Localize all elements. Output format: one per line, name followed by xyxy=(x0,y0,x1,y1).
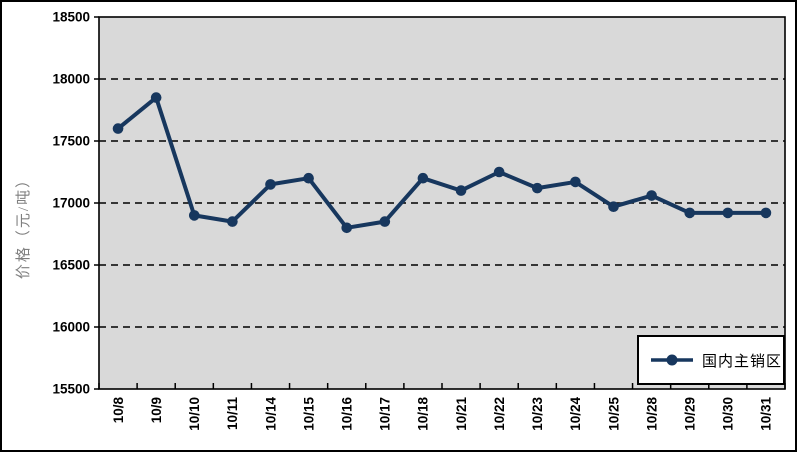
y-tick-label-16000: 16000 xyxy=(52,320,90,335)
data-point-10/21 xyxy=(455,185,467,196)
legend-label: 国内主销区 xyxy=(702,353,783,370)
x-tick-label-10/21: 10/21 xyxy=(454,397,469,431)
x-tick-label-10/30: 10/30 xyxy=(721,397,736,431)
legend: 国内主销区 xyxy=(637,335,785,385)
x-tick-label-10/28: 10/28 xyxy=(644,397,659,431)
legend-line-marker-icon xyxy=(651,354,693,366)
data-point-10/8 xyxy=(112,123,124,134)
data-point-10/16 xyxy=(341,222,353,234)
x-tick-label-10/22: 10/22 xyxy=(492,397,507,431)
x-tick-label-10/11: 10/11 xyxy=(225,397,240,431)
x-tick-label-10/18: 10/18 xyxy=(416,397,431,431)
x-tick-label-10/23: 10/23 xyxy=(530,397,545,431)
x-tick-label-10/14: 10/14 xyxy=(263,397,278,431)
x-tick-label-10/9: 10/9 xyxy=(149,397,164,423)
y-tick-label-18000: 18000 xyxy=(52,72,90,87)
data-point-10/25 xyxy=(608,201,619,213)
data-point-10/24 xyxy=(570,176,581,188)
data-point-10/30 xyxy=(722,207,734,219)
x-tick-label-10/15: 10/15 xyxy=(301,397,316,431)
y-tick-label-17000: 17000 xyxy=(52,196,90,211)
x-tick-label-10/17: 10/17 xyxy=(378,397,393,431)
data-point-10/23 xyxy=(531,182,543,194)
data-point-10/15 xyxy=(303,172,314,184)
x-tick-label-10/24: 10/24 xyxy=(568,397,583,431)
data-point-10/22 xyxy=(493,166,505,178)
data-point-10/29 xyxy=(684,207,696,219)
data-point-10/10 xyxy=(188,210,200,221)
data-point-10/31 xyxy=(760,207,772,219)
x-tick-label-10/29: 10/29 xyxy=(683,397,698,431)
data-point-10/14 xyxy=(265,179,276,190)
data-point-10/17 xyxy=(379,216,391,227)
data-point-10/28 xyxy=(646,190,657,201)
data-point-10/18 xyxy=(417,172,429,184)
data-point-10/9 xyxy=(150,92,162,103)
series-line-国内主销区 xyxy=(116,95,768,230)
y-tick-label-18500: 18500 xyxy=(52,10,90,25)
data-point-10/11 xyxy=(227,216,238,227)
y-tick-label-15500: 15500 xyxy=(52,382,90,397)
y-tick-label-16500: 16500 xyxy=(52,258,90,273)
x-tick-label-10/25: 10/25 xyxy=(606,397,621,431)
y-tick-label-17500: 17500 xyxy=(52,134,90,149)
x-tick-label-10/8: 10/8 xyxy=(111,397,126,424)
x-tick-label-10/10: 10/10 xyxy=(187,397,202,431)
x-tick-label-10/16: 10/16 xyxy=(340,397,355,431)
x-tick-label-10/31: 10/31 xyxy=(759,397,774,431)
